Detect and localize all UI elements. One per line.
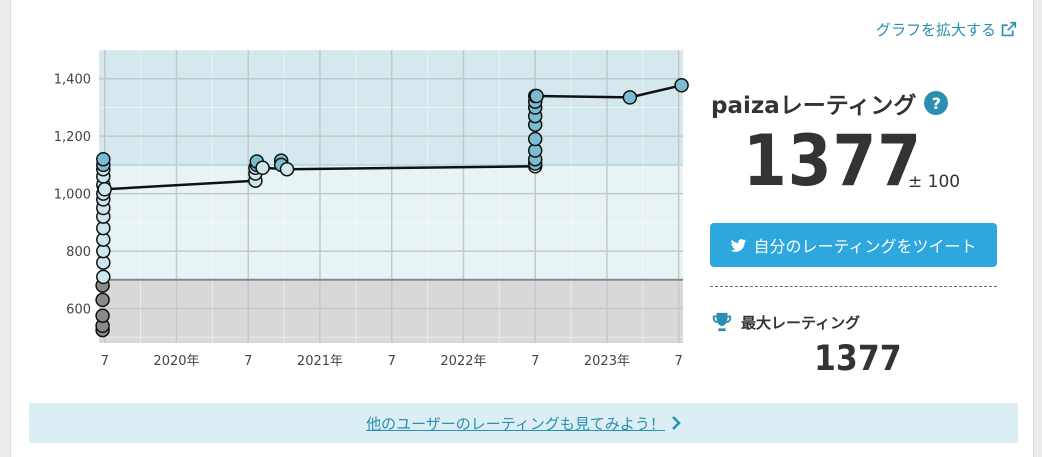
chart-y-tick-label: 800 [66,245,91,260]
chart-x-tick-label: 7 [388,354,396,369]
chart-x-tick-label: 7 [244,354,252,369]
chart-y-tick-label: 1,400 [54,73,91,88]
rating-title: paizaレーティング ? [711,86,949,120]
chart-point [97,182,112,197]
expand-graph-label: グラフを拡大する [875,21,996,39]
current-rating-value: 1377 [743,120,922,202]
chevron-right-icon [672,416,681,430]
rating-title-label: paizaレーティング [711,93,917,119]
external-link-icon [1001,21,1017,37]
rating-error-margin: ± 100 [908,172,961,192]
max-rating-value: 1377 [814,339,902,379]
max-rating-title: 最大レーティング [711,311,860,333]
chart-x-tick-label: 2020年 [153,354,199,369]
chart-point [674,78,689,93]
others-rating-link-label: 他のユーザーのレーティングも見てみよう！ [366,414,665,433]
chart-point [529,88,544,104]
chart-x-tick-label: 7 [531,354,539,369]
tweet-button-label: 自分のレーティングをツイート [753,237,977,256]
chart-y-tick-label: 1,200 [54,130,91,145]
chart-y-tick-label: 600 [66,303,91,318]
chart-point [96,269,111,285]
expand-graph-link[interactable]: グラフを拡大する [876,19,1017,40]
chart-point [622,90,638,105]
rating-card: グラフを拡大する 600 800 1,000 1,200 1,400 7 2020年 7 202… [10,0,1034,457]
chart-y-tick-label: 1,000 [54,188,91,203]
others-rating-link[interactable]: 他のユーザーのレーティングも見てみよう！ [366,413,681,434]
others-rating-banner: 他のユーザーのレーティングも見てみよう！ [29,403,1018,443]
chart-point [279,161,295,177]
max-rating-label: 最大レーティング [741,313,861,332]
chart-point [527,131,543,147]
tweet-rating-button[interactable]: 自分のレーティングをツイート [710,223,997,267]
chart-x-tick-label: 2022年 [440,354,486,369]
help-icon[interactable]: ? [924,91,949,115]
trophy-icon [712,312,732,332]
chart-point [95,308,110,323]
section-divider [710,286,997,287]
twitter-bird-icon [731,238,747,252]
rating-chart: 600 800 1,000 1,200 1,400 7 2020年 7 2021年 7 2022年 7… [54,49,689,369]
chart-x-tick-label: 7 [101,354,109,369]
chart-point [96,151,111,167]
chart-point [95,292,110,308]
chart-point [255,160,270,176]
chart-x-tick-label: 7 [675,354,683,369]
chart-x-tick-label: 2023年 [584,354,630,369]
chart-x-tick-label: 2021年 [297,354,343,369]
